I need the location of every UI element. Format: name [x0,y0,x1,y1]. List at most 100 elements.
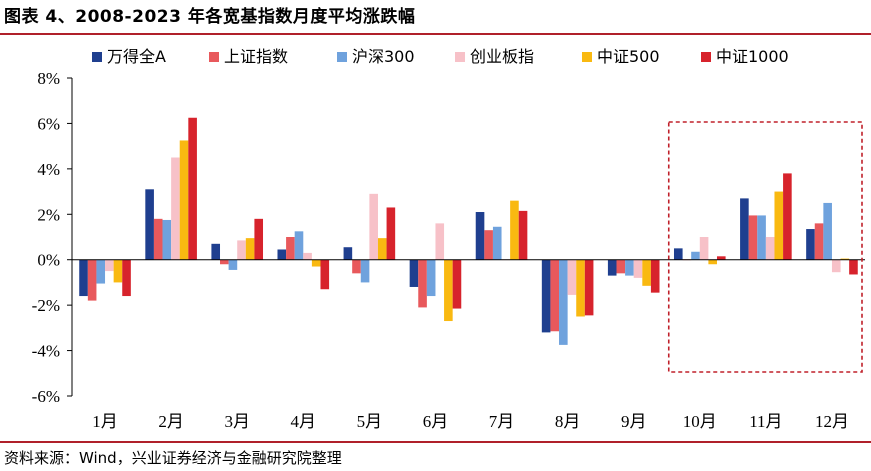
bar-1-1 [79,259,88,297]
bar-chart: 万得全A 上证指数 沪深300 创业板指 中证500 中证1000 -6% -4% -2% 0%… [32,47,865,431]
bar-3-5 [360,259,370,283]
bar-5-6 [444,259,453,322]
title-rule [0,33,871,35]
bar-5-8 [576,259,585,317]
bar-5-7 [510,200,519,260]
bar-3-9 [625,259,634,276]
x-tick-label: 10月 [683,412,717,431]
bar-2-4 [286,237,295,260]
source-rule [0,441,871,443]
bar-5-12 [840,258,850,260]
x-axis: 1月 2月 3月 4月 5月 6月 7月 8月 9月 10月 11月 12月 [72,259,865,431]
bar-6-1 [122,259,131,297]
bar-2-9 [616,259,626,274]
highlight-rect [667,121,863,373]
bar-6-4 [320,259,330,290]
bar-6-7 [518,210,528,260]
y-axis: -6% -4% -2% 0% 2% 4% 6% 8% [32,69,73,406]
bar-6-3 [254,218,264,260]
bar-1-11 [740,198,749,260]
bar-1-9 [607,259,617,276]
bar-5-10 [708,259,717,265]
bar-4-1 [105,259,114,272]
bar-4-11 [765,237,775,260]
bar-3-4 [294,231,304,260]
y-tick-label: 8% [37,69,60,88]
bars [79,117,858,345]
legend-swatch-4 [455,52,465,62]
bar-4-5 [369,193,378,260]
bar-5-9 [642,259,651,286]
bar-2-2 [153,218,163,260]
bar-1-8 [541,259,551,333]
bar-3-3 [228,259,238,270]
legend-swatch-6 [701,52,711,62]
bar-2-1 [87,259,97,301]
x-tick-label: 11月 [749,412,782,431]
highlight-box [667,121,863,373]
bar-6-11 [783,173,792,260]
bar-1-3 [211,243,221,260]
x-tick-label: 8月 [555,412,581,431]
bar-2-7 [484,230,493,260]
bar-1-12 [806,229,815,260]
bar-4-9 [633,259,643,278]
bar-4-8 [567,259,577,295]
bar-5-1 [113,259,123,283]
legend-swatch-1 [92,52,102,62]
bar-2-12 [814,223,824,260]
bar-2-8 [550,259,560,332]
bar-6-12 [849,259,858,275]
x-tick-label: 9月 [621,412,647,431]
bar-4-6 [435,223,445,260]
bar-4-2 [171,157,180,260]
bar-1-4 [277,249,287,260]
bar-4-3 [237,240,246,260]
bar-3-6 [426,259,436,297]
bar-1-5 [343,247,353,260]
x-tick-label: 3月 [224,412,250,431]
bar-3-8 [559,259,568,345]
bar-1-2 [145,189,154,260]
y-tick-label: 0% [37,251,60,270]
legend-label-5: 中证500 [597,47,660,66]
bar-6-8 [584,259,594,316]
y-tick-label: 4% [37,160,60,179]
x-tick-label: 2月 [158,412,184,431]
x-tick-label: 4月 [291,412,317,431]
bar-5-11 [774,191,784,260]
y-tick-label: -6% [32,387,60,406]
y-tick-label: -2% [32,296,60,315]
bar-4-10 [699,237,709,260]
bar-2-11 [748,215,758,260]
bar-3-12 [823,202,832,260]
x-tick-label: 5月 [357,412,383,431]
bar-2-5 [352,259,361,274]
bar-5-3 [245,238,255,260]
legend-label-2: 上证指数 [224,47,288,66]
legend-label-6: 中证1000 [716,47,789,66]
legend-swatch-2 [209,52,219,62]
x-tick-label: 7月 [489,412,515,431]
legend-label-3: 沪深300 [352,47,415,66]
bar-3-10 [691,251,700,260]
bar-3-7 [492,226,502,260]
bar-5-5 [377,238,387,260]
bar-2-6 [418,259,427,308]
bar-3-2 [162,219,172,260]
legend-swatch-3 [337,52,347,62]
x-tick-label: 1月 [92,412,118,431]
bar-3-11 [757,215,766,260]
bar-3-1 [96,259,106,284]
y-tick-label: -4% [32,342,60,361]
bar-6-10 [716,256,726,260]
bar-4-12 [831,259,841,273]
bar-6-9 [650,259,660,293]
x-tick-label: 12月 [815,412,849,431]
bar-6-5 [386,207,396,260]
bar-6-6 [452,259,462,309]
bar-1-10 [673,248,683,260]
bar-2-3 [220,259,229,265]
bar-1-7 [475,212,485,260]
bar-5-2 [179,140,189,260]
